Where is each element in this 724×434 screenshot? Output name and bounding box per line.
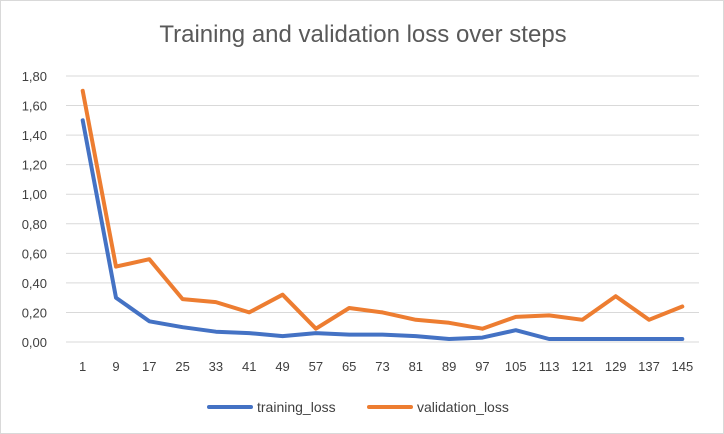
x-tick-label: 137 [638,359,660,374]
data-point [182,298,184,300]
x-tick-label: 65 [342,359,356,374]
y-tick-label: 0,20 [22,305,47,320]
x-tick-label: 113 [539,359,560,374]
data-point [415,319,417,321]
legend: training_loss validation_loss [207,399,509,415]
x-tick-label: 73 [375,359,389,374]
data-point [315,328,317,330]
data-point [615,338,617,340]
data-point [282,294,284,296]
series-validation-loss [80,88,685,331]
x-axis-ticks: 1 9 17 25 33 41 49 57 65 73 81 89 97 105 113 121 129 137 1… [79,359,693,374]
series-lines [80,88,685,341]
data-point [681,338,683,340]
data-point [115,297,117,299]
legend-item-validation-loss: validation_loss [367,399,509,415]
data-point [148,258,150,260]
x-tick-label: 121 [572,359,594,374]
data-point [648,319,650,321]
data-point [548,314,550,316]
data-point [448,322,450,324]
data-point [182,326,184,328]
series-line-validation-loss [80,88,685,331]
series-line-training-loss [80,118,685,341]
legend-label: training_loss [257,399,336,415]
series-training-loss [80,118,685,341]
x-tick-label: 145 [671,359,693,374]
data-point [215,331,217,333]
data-point [248,332,250,334]
data-point [548,338,550,340]
data-point [515,329,517,331]
data-point [82,90,84,92]
x-tick-label: 25 [175,359,189,374]
legend-item-training-loss: training_loss [207,399,336,415]
y-tick-label: 0,00 [22,335,47,350]
y-tick-label: 0,80 [22,217,47,232]
y-tick-label: 1,40 [22,128,47,143]
data-point [282,335,284,337]
x-tick-label: 57 [309,359,323,374]
data-point [348,334,350,336]
y-tick-label: 1,20 [22,158,47,173]
data-point [581,319,583,321]
data-point [448,338,450,340]
chart-title: Training and validation loss over steps [159,21,566,48]
x-tick-label: 89 [442,359,456,374]
x-tick-label: 49 [275,359,289,374]
data-point [681,306,683,308]
data-point [581,338,583,340]
x-tick-label: 81 [409,359,423,374]
data-point [481,328,483,330]
data-point [615,295,617,297]
x-tick-label: 33 [209,359,223,374]
x-tick-label: 97 [475,359,489,374]
data-point [382,311,383,313]
data-point [315,332,317,334]
data-point [148,320,150,322]
x-tick-label: 9 [112,359,119,374]
y-axis-ticks: 0,00 0,20 0,40 0,60 0,80 1,00 1,20 1,40 1,60 1,80 [22,69,47,350]
data-point [82,119,84,121]
y-tick-label: 0,40 [22,276,47,291]
y-tick-label: 1,80 [22,69,47,84]
data-point [515,316,517,318]
data-point [348,307,350,309]
x-tick-label: 1 [79,359,86,374]
x-tick-label: 17 [142,359,156,374]
data-point [248,311,250,313]
y-tick-label: 1,00 [22,187,47,202]
y-tick-label: 1,60 [22,99,47,114]
data-point [215,301,217,303]
data-point [648,338,650,340]
legend-label: validation_loss [417,399,509,415]
x-tick-label: 129 [605,359,627,374]
data-point [382,334,383,336]
x-tick-label: 105 [505,359,527,374]
data-point [415,335,417,337]
x-tick-label: 41 [242,359,256,374]
data-point [115,266,117,268]
data-point [481,337,483,339]
y-tick-label: 0,60 [22,246,47,261]
